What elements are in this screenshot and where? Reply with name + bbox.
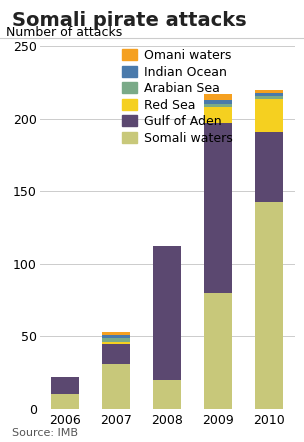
Bar <box>255 132 283 202</box>
Bar <box>51 394 79 409</box>
Bar <box>153 247 181 380</box>
Bar <box>51 377 79 394</box>
Text: Source: IMB: Source: IMB <box>12 428 78 438</box>
Bar <box>204 123 232 293</box>
Bar <box>204 293 232 409</box>
Bar <box>102 343 130 364</box>
Bar <box>102 364 130 409</box>
Bar <box>102 335 130 338</box>
Text: Somali pirate attacks: Somali pirate attacks <box>12 11 247 30</box>
Bar <box>102 342 130 343</box>
Bar <box>204 104 232 107</box>
Bar <box>255 202 283 409</box>
Bar <box>204 107 232 123</box>
Bar <box>255 99 283 132</box>
Bar <box>153 380 181 409</box>
Bar <box>102 332 130 335</box>
Text: Number of attacks: Number of attacks <box>6 26 123 39</box>
Bar <box>255 93 283 96</box>
Bar <box>204 100 232 104</box>
Bar <box>255 96 283 99</box>
Legend: Omani waters, Indian Ocean, Arabian Sea, Red Sea, Gulf of Aden, Somali waters: Omani waters, Indian Ocean, Arabian Sea,… <box>123 49 232 145</box>
Bar <box>255 90 283 93</box>
Bar <box>102 338 130 342</box>
Bar <box>204 94 232 100</box>
